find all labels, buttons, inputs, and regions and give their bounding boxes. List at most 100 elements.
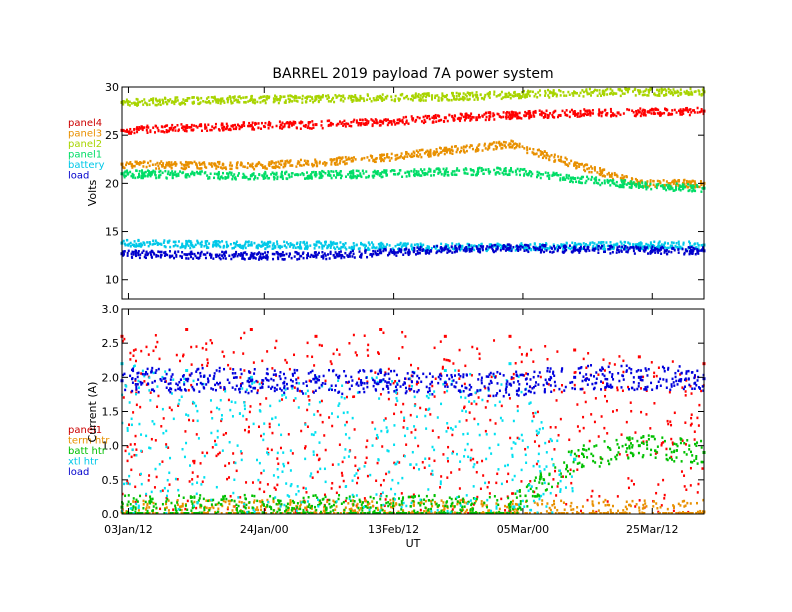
scatter-sample [204, 125, 207, 128]
scatter-sample [223, 244, 226, 248]
scatter-sample [689, 484, 692, 487]
scatter-sample [198, 167, 201, 170]
scatter-sample [170, 255, 173, 258]
scatter-sample [598, 172, 601, 176]
scatter-sample [606, 87, 609, 91]
scatter-sample [374, 171, 377, 175]
scatter-sample [687, 110, 690, 114]
scatter-sample [651, 245, 654, 248]
scatter-sample [450, 148, 453, 152]
scatter-sample [124, 130, 127, 133]
scatter-sample [284, 358, 287, 362]
scatter-sample [557, 174, 560, 177]
scatter-sample [414, 93, 417, 97]
scatter-sample [565, 163, 568, 166]
scatter-sample [156, 340, 159, 344]
scatter-sample [217, 175, 220, 178]
scatter-sample [165, 129, 168, 132]
scatter-sample [231, 164, 234, 167]
scatter-sample [416, 243, 419, 246]
scatter-sample [368, 243, 371, 246]
scatter-sample [371, 421, 374, 424]
scatter-sample [163, 130, 166, 134]
scatter-sample [458, 98, 461, 101]
scatter-sample [234, 512, 237, 515]
scatter-sample [673, 90, 676, 93]
scatter-sample [467, 246, 470, 249]
scatter-sample [412, 493, 415, 496]
scatter-sample [450, 471, 453, 474]
scatter-sample [582, 415, 585, 419]
scatter-sample [368, 97, 371, 100]
scatter-sample [613, 92, 616, 95]
scatter-sample [298, 161, 301, 164]
scatter-sample [300, 254, 303, 258]
scatter-sample [271, 252, 274, 256]
scatter-sample [253, 167, 256, 171]
scatter-sample [593, 177, 596, 180]
scatter-sample [500, 244, 503, 248]
scatter-sample [428, 114, 431, 118]
scatter-sample [182, 167, 185, 171]
scatter-sample [626, 246, 629, 249]
scatter-sample [564, 247, 567, 251]
scatter-sample [335, 169, 338, 173]
scatter-sample [581, 162, 584, 166]
scatter-sample [375, 96, 378, 100]
scatter-sample [318, 176, 321, 180]
scatter-sample [262, 166, 265, 169]
scatter-sample [474, 93, 477, 97]
scatter-sample [578, 180, 581, 183]
scatter-sample [473, 417, 476, 421]
scatter-sample [499, 115, 502, 118]
scatter-sample [291, 452, 294, 455]
scatter-sample [459, 119, 462, 123]
scatter-sample [599, 169, 602, 173]
scatter-sample [511, 94, 514, 97]
scatter-sample [633, 252, 636, 255]
scatter-sample [284, 99, 287, 102]
scatter-sample [661, 90, 664, 93]
scatter-sample [493, 93, 496, 96]
scatter-sample [208, 100, 211, 103]
scatter-sample [458, 247, 461, 251]
scatter-sample [502, 111, 505, 114]
scatter-sample [222, 433, 225, 437]
scatter-sample [184, 174, 187, 178]
scatter-sample [330, 362, 333, 366]
scatter-sample [287, 461, 290, 465]
scatter-sample [250, 95, 253, 98]
scatter-sample [306, 252, 309, 255]
scatter-sample [306, 171, 309, 174]
scatter-sample [661, 184, 664, 187]
scatter-sample [345, 395, 348, 399]
scatter-sample [177, 250, 180, 253]
scatter-sample [476, 172, 479, 175]
scatter-sample [467, 98, 470, 102]
scatter-sample [678, 184, 681, 187]
scatter-sample [413, 174, 416, 178]
scatter-sample [613, 243, 616, 247]
scatter-sample [335, 160, 338, 164]
scatter-sample [410, 97, 413, 101]
scatter-sample [197, 102, 200, 105]
scatter-sample [208, 242, 211, 245]
scatter-sample [295, 173, 298, 176]
scatter-sample [156, 126, 159, 130]
scatter-sample [687, 185, 690, 189]
data-point [314, 173, 318, 177]
scatter-sample [559, 113, 562, 117]
scatter-sample [611, 177, 614, 181]
scatter-sample [574, 163, 577, 167]
scatter-sample [393, 412, 396, 416]
scatter-sample [627, 477, 630, 480]
scatter-sample [445, 358, 448, 362]
scatter-sample [225, 176, 228, 180]
scatter-sample [327, 173, 330, 177]
scatter-sample [313, 99, 316, 102]
scatter-sample [579, 109, 582, 113]
scatter-sample [682, 112, 685, 115]
scatter-sample [392, 381, 395, 385]
scatter-sample [470, 173, 473, 177]
scatter-sample [365, 119, 368, 122]
